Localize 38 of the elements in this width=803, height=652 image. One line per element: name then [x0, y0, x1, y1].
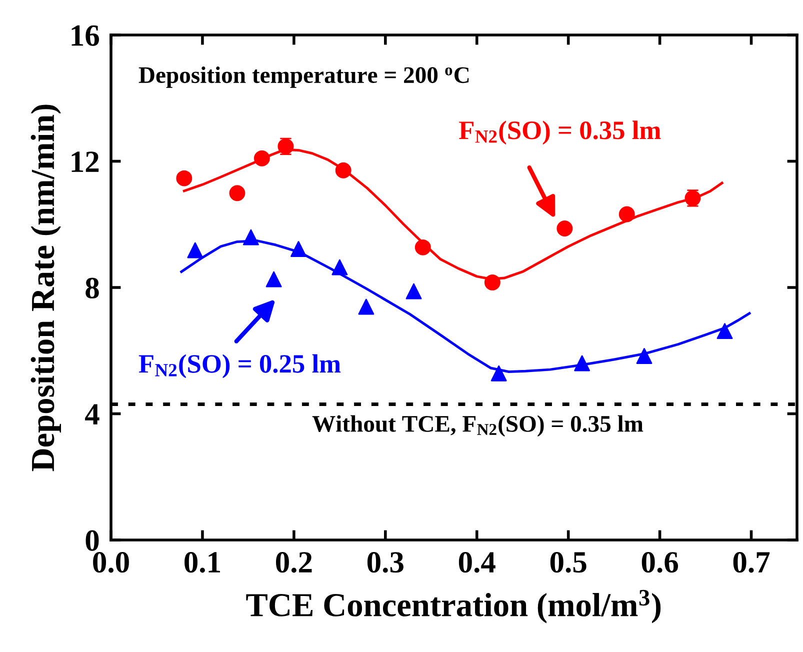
x-tick-label: 0.7	[733, 552, 770, 573]
y-axis-title: Deposition Rate (nm/min)	[30, 104, 61, 472]
x-tick-label: 0.6	[642, 552, 678, 573]
x-tick-label: 0.2	[276, 552, 312, 573]
point	[254, 150, 270, 166]
y-tick-label: 12	[72, 152, 99, 172]
point	[176, 170, 192, 186]
annotation: Without TCE, F$_{N2}$(SO) = 0.35 lm	[312, 415, 644, 437]
point	[574, 355, 590, 372]
y-tick-label: 0	[86, 530, 99, 551]
x-tick-label: 0.5	[550, 552, 586, 573]
point	[716, 323, 733, 340]
point	[556, 220, 573, 236]
point	[490, 365, 507, 382]
point	[229, 185, 246, 202]
point	[290, 241, 306, 257]
legend-label: F$_{N2}$(SO) = 0.25 lm	[138, 354, 341, 378]
y-tick-label: 16	[72, 25, 99, 46]
y-tick-label: 4	[85, 404, 100, 424]
y-tick-label: 8	[86, 278, 99, 298]
point	[266, 271, 282, 288]
point	[414, 239, 431, 256]
point	[187, 242, 204, 258]
point	[636, 348, 652, 364]
x-tick-label: 0.3	[367, 552, 404, 573]
point	[484, 274, 500, 290]
point	[618, 206, 635, 222]
point	[332, 259, 348, 276]
point	[335, 162, 352, 178]
point	[406, 283, 422, 300]
x-tick-label: 0.4	[458, 552, 496, 573]
x-axis-title: TCE Concentration (mol/m$^{3}$)	[246, 590, 661, 624]
point	[358, 298, 374, 315]
point	[242, 229, 259, 246]
annotation: Deposition temperature = 200 $^{o}$C	[138, 66, 469, 88]
text: F$_{N2}$(SO) = 0.35 lm	[459, 120, 661, 145]
x-tick-label: 0.1	[184, 552, 220, 573]
x-tick-label: 0.0	[93, 552, 129, 573]
